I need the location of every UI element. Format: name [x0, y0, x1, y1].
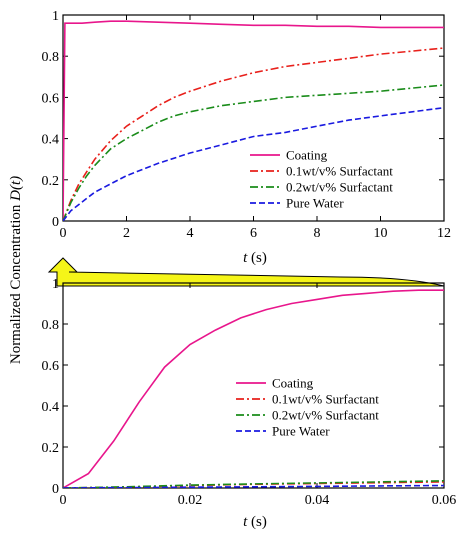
y-tick-label: 0.8	[42, 318, 60, 333]
series-line	[63, 20, 444, 221]
legend-label: Pure Water	[286, 196, 344, 211]
x-tick-label: 0.02	[178, 493, 203, 508]
y-tick-label: 0.2	[42, 441, 60, 456]
x-tick-label: 0.06	[432, 493, 457, 508]
y-tick-label: 0.2	[42, 174, 60, 189]
x-tick-label: 10	[374, 226, 388, 241]
y-tick-label: 0	[52, 482, 59, 497]
zoom-arrow	[47, 257, 445, 287]
y-tick-label: 0	[52, 215, 59, 230]
y-tick-label: 0.6	[42, 91, 60, 106]
x-tick-label: 2	[123, 226, 130, 241]
x-tick-label: 12	[437, 226, 451, 241]
top-x-axis-label: t (s)	[243, 250, 267, 266]
y-tick-label: 1	[52, 277, 59, 292]
x-tick-label: 0	[60, 493, 67, 508]
y-tick-label: 0.6	[42, 359, 60, 374]
plot-frame	[62, 282, 445, 489]
series-line	[63, 484, 444, 488]
series-line	[63, 106, 444, 221]
y-tick-label: 0.4	[42, 400, 60, 415]
series-line	[63, 47, 444, 221]
series-line	[63, 289, 444, 488]
x-tick-label: 8	[314, 226, 321, 241]
series-line	[63, 84, 444, 221]
y-tick-label: 0.8	[42, 50, 60, 65]
x-tick-label: 6	[250, 226, 257, 241]
legend-label: 0.1wt/v% Surfactant	[272, 392, 379, 407]
x-tick-label: 4	[187, 226, 194, 241]
legend-label: 0.1wt/v% Surfactant	[286, 164, 393, 179]
y-axis-label: Normalized Concentration D(t)	[8, 176, 24, 364]
chart-panel-2: 0 0.02 0.04 0.06 0 0.2 0.4 0.6 0.8 1 Coating0.1wt/…	[42, 277, 457, 508]
legend-label: Coating	[286, 148, 328, 163]
y-tick-label: 1	[52, 9, 59, 24]
x-tick-label: 0	[60, 226, 67, 241]
legend-label: Coating	[272, 376, 314, 391]
legend-label: 0.2wt/v% Surfactant	[286, 180, 393, 195]
x-tick-label: 0.04	[305, 493, 330, 508]
legend-label: Pure Water	[272, 424, 330, 439]
legend-label: 0.2wt/v% Surfactant	[272, 408, 379, 423]
y-tick-label: 0.4	[42, 133, 60, 148]
bottom-x-axis-label: t (s)	[243, 514, 267, 530]
